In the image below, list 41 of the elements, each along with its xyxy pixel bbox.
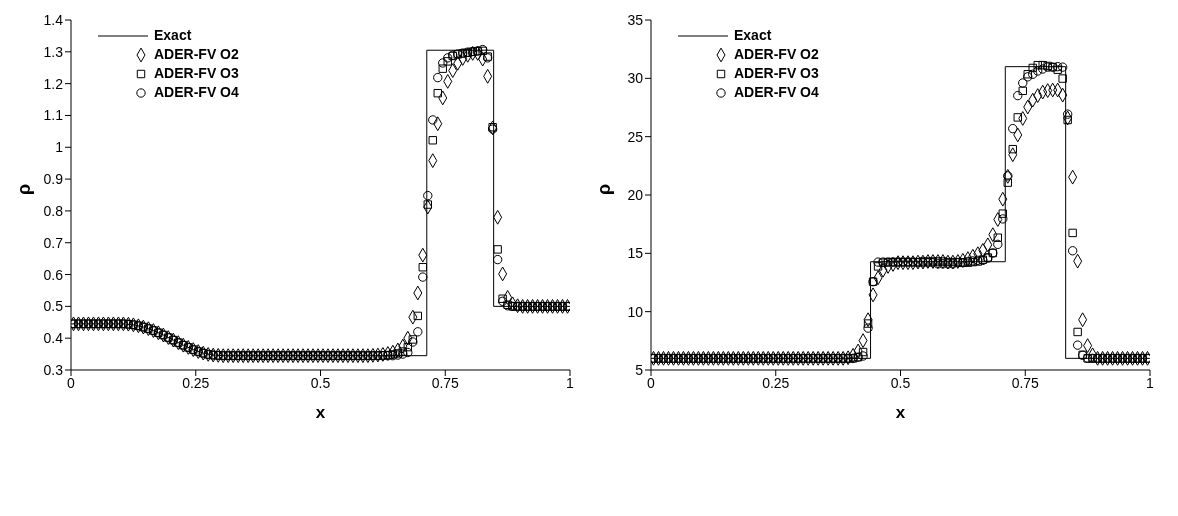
- x-tick-label: 0.5: [890, 374, 911, 391]
- y-axis-title: ρ: [14, 183, 35, 195]
- y-tick-label: 1.1: [43, 107, 64, 124]
- y-tick-label: 0.5: [43, 298, 64, 315]
- x-tick-label: 0.75: [1011, 374, 1040, 391]
- legend-label: ADER-FV O3: [154, 64, 239, 83]
- legend-label: ADER-FV O2: [734, 45, 819, 64]
- y-tick-label: 25: [627, 128, 644, 145]
- y-tick-label: 1.3: [43, 43, 64, 60]
- y-tick-label: 15: [627, 245, 644, 262]
- legend-label: Exact: [734, 26, 772, 45]
- legend-label: Exact: [154, 26, 192, 45]
- y-tick-label: 0.6: [43, 266, 64, 283]
- x-tick-label: 1: [1146, 374, 1155, 391]
- legend-label: ADER-FV O2: [154, 45, 239, 64]
- y-tick-label: 1: [55, 139, 64, 156]
- x-tick-label: 0.75: [431, 374, 460, 391]
- x-tick-label: 0: [647, 374, 656, 391]
- y-axis-title: ρ: [594, 183, 615, 195]
- y-tick-label: 10: [627, 303, 644, 320]
- y-tick-label: 20: [627, 186, 644, 203]
- y-tick-label: 0.4: [43, 330, 64, 347]
- legend-label: ADER-FV O4: [734, 83, 819, 102]
- y-tick-label: 1.2: [43, 75, 64, 92]
- x-axis-title: x: [895, 403, 906, 422]
- y-tick-label: 5: [635, 361, 644, 378]
- y-tick-label: 0.8: [43, 202, 64, 219]
- y-tick-label: 0.3: [43, 361, 64, 378]
- x-tick-label: 0.5: [310, 374, 331, 391]
- x-axis-title: x: [315, 403, 326, 422]
- y-tick-label: 0.9: [43, 171, 64, 188]
- y-tick-label: 0.7: [43, 234, 64, 251]
- legend-label: ADER-FV O4: [154, 83, 239, 102]
- legend-label: ADER-FV O3: [734, 64, 819, 83]
- y-tick-label: 30: [627, 70, 644, 87]
- x-tick-label: 0.25: [762, 374, 790, 391]
- y-tick-label: 1.4: [43, 11, 64, 28]
- x-tick-label: 0: [67, 374, 76, 391]
- y-tick-label: 35: [627, 11, 644, 28]
- x-tick-label: 1: [566, 374, 575, 391]
- x-tick-label: 0.25: [182, 374, 210, 391]
